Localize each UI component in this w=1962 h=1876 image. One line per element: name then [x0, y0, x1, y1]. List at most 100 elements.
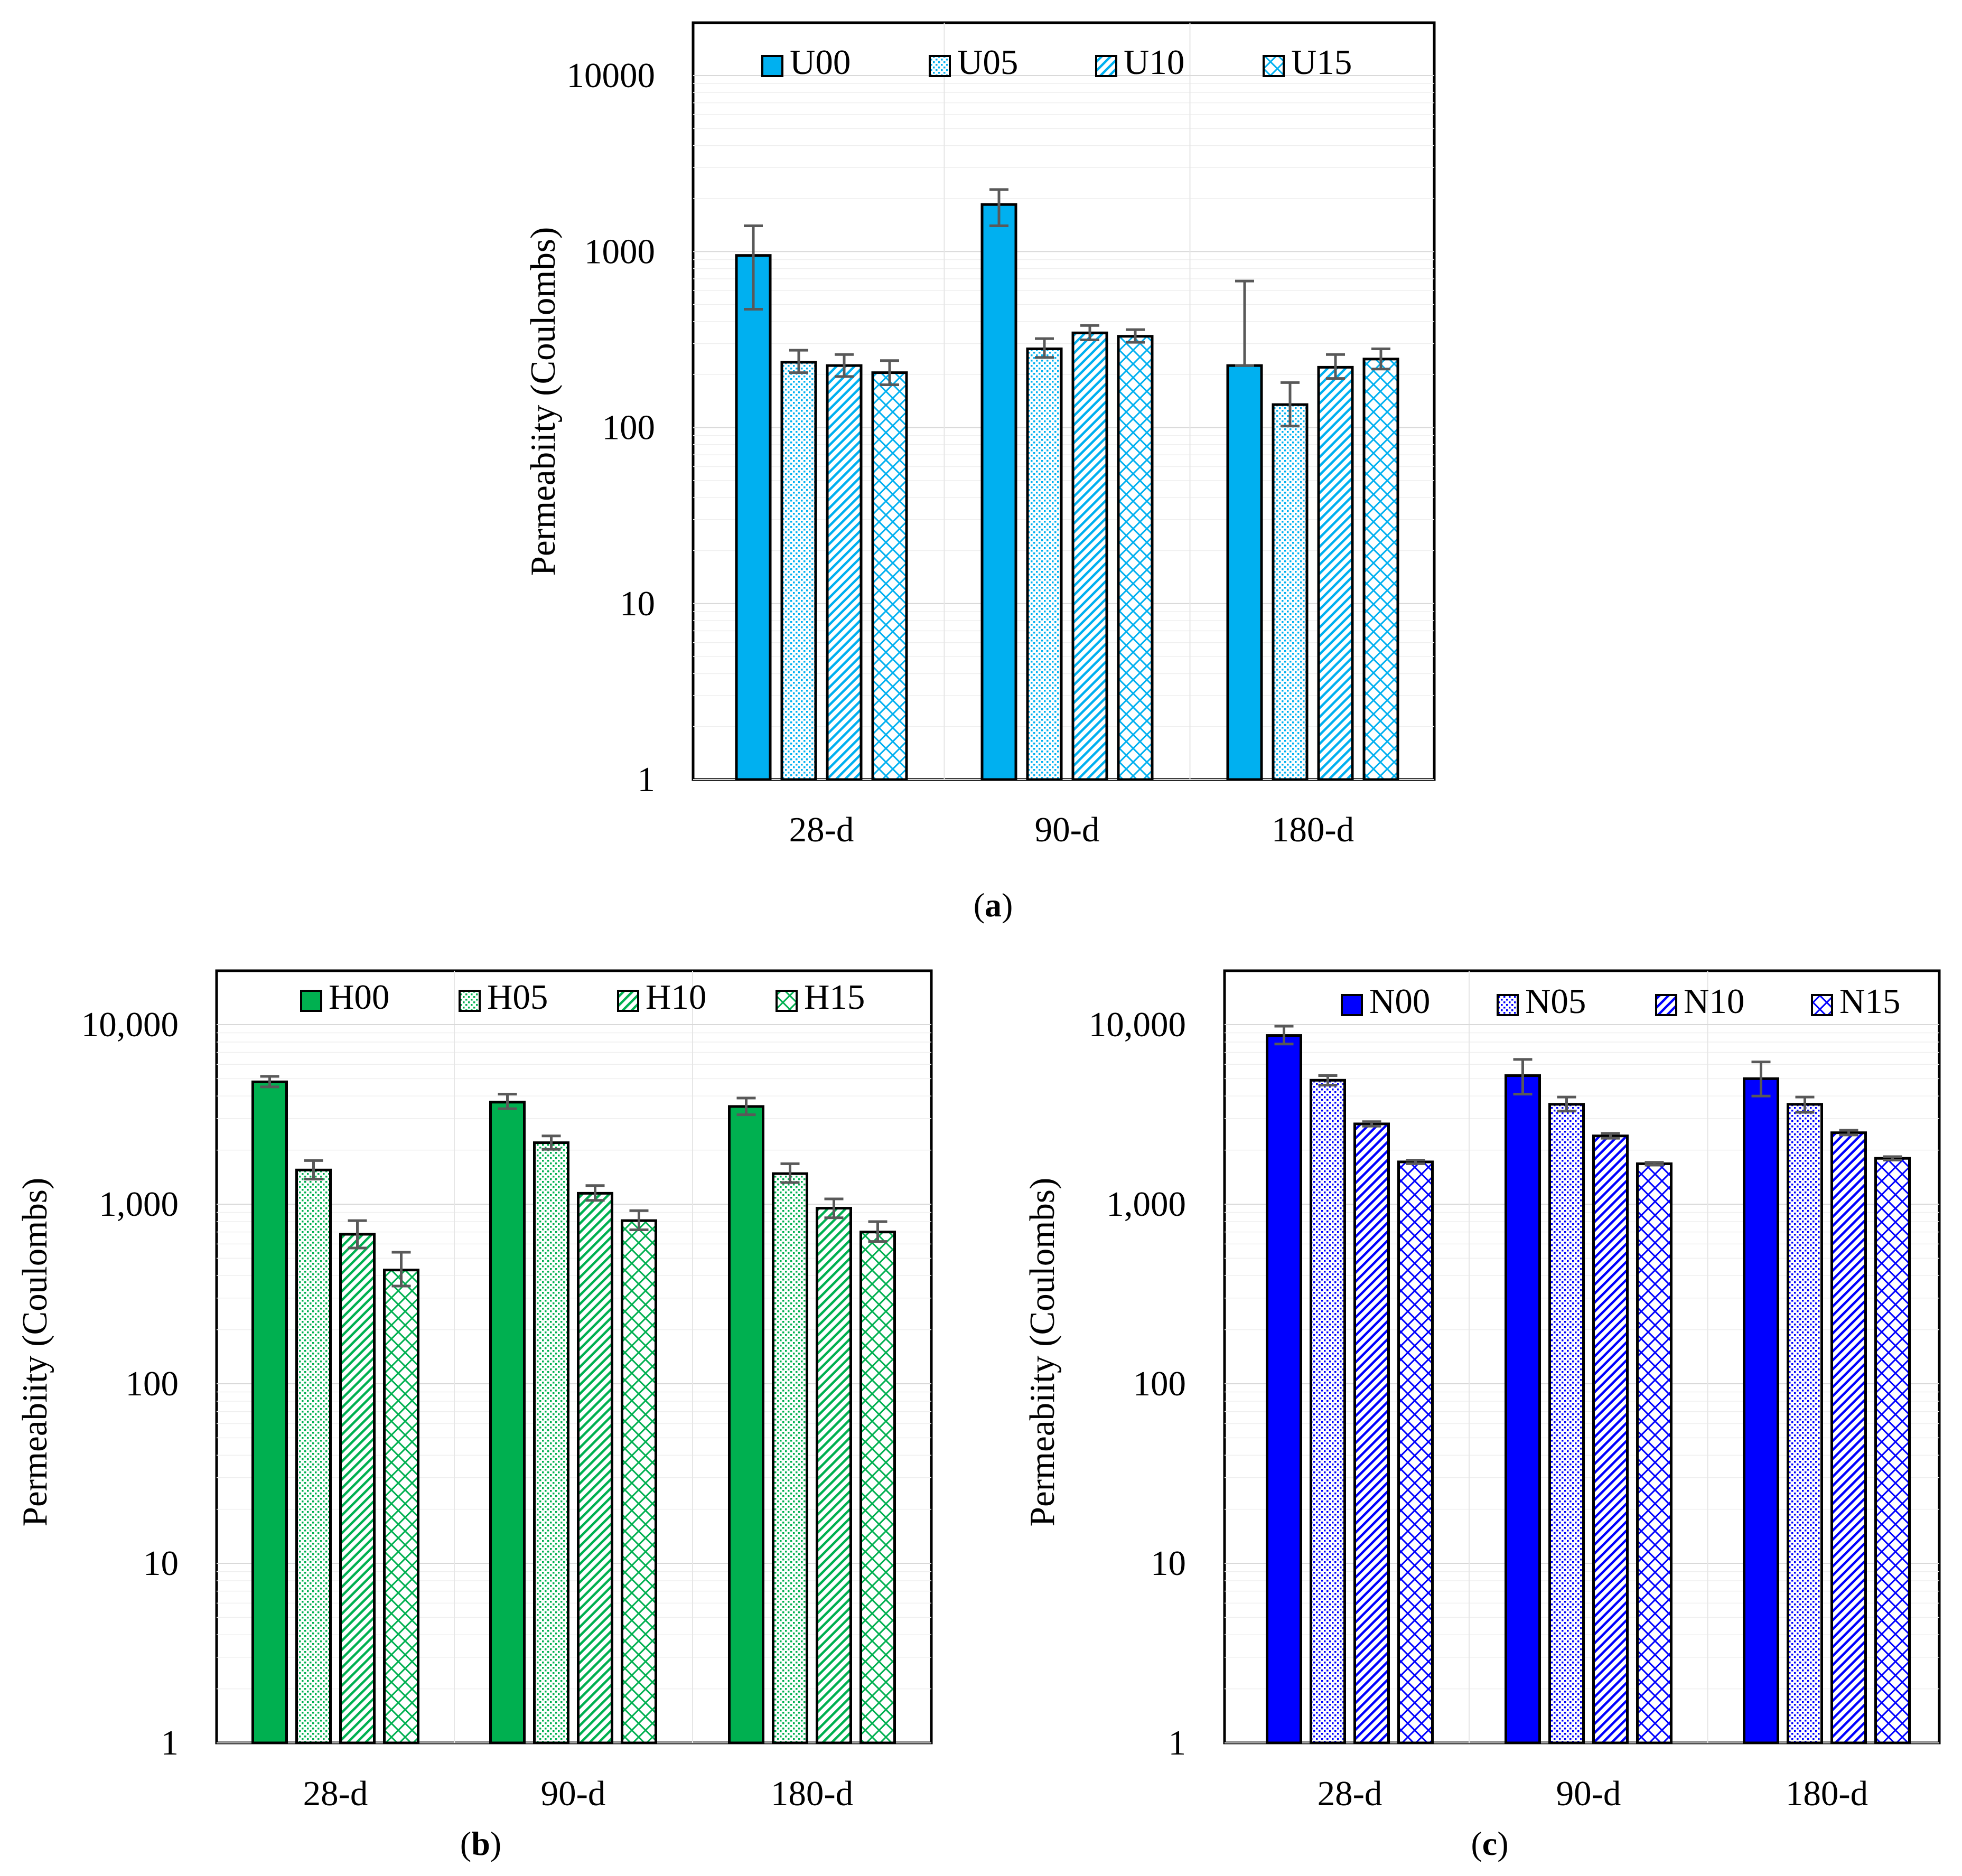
bar-U00-180-d	[1226, 364, 1263, 781]
bar-U15-28-d	[871, 371, 908, 781]
bar-N05-90-d	[1548, 1103, 1585, 1744]
bar-N10-90-d	[1592, 1134, 1629, 1744]
x-tick-label: 180-d	[1786, 1774, 1868, 1813]
error-bar-H00-180-d	[736, 1096, 756, 1117]
bar-N15-90-d	[1636, 1162, 1673, 1744]
error-bar-U05-180-d	[1281, 381, 1300, 428]
error-bar-N10-90-d	[1601, 1132, 1620, 1140]
error-bar-U10-28-d	[835, 353, 854, 378]
bar-U05-90-d	[1026, 347, 1063, 781]
x-tick-label: 28-d	[303, 1774, 368, 1813]
caption-letter: c	[1482, 1825, 1497, 1862]
chart-b-frame	[215, 969, 933, 1744]
legend-swatch	[1811, 994, 1833, 1016]
chart-c-y-axis-label: Permeabiity (Coulombs)	[1023, 1178, 1062, 1527]
chart-a-legend: U00 U05 U10 U15	[761, 43, 1352, 82]
bar-U05-180-d	[1272, 403, 1309, 781]
error-bar-H05-90-d	[541, 1134, 561, 1151]
error-bar-H10-90-d	[585, 1184, 605, 1202]
error-bar-N05-180-d	[1795, 1095, 1815, 1114]
error-bar-U15-180-d	[1371, 347, 1390, 371]
legend-label: H00	[329, 978, 389, 1017]
error-bar-N00-28-d	[1274, 1025, 1294, 1046]
legend-label: H15	[804, 978, 865, 1017]
y-tick-label: 1000	[584, 232, 655, 271]
bar-H15-180-d	[859, 1231, 896, 1744]
error-bar-U15-90-d	[1126, 328, 1145, 344]
y-tick-label: 1,000	[1106, 1185, 1186, 1224]
legend-label: U00	[790, 43, 851, 82]
x-tick-label: 90-d	[1035, 810, 1100, 849]
y-tick-label: 10	[1151, 1544, 1186, 1583]
bar-N15-180-d	[1874, 1157, 1911, 1744]
legend-swatch	[1497, 994, 1519, 1016]
chart-b-x-ticks: 28-d 90-d 180-d	[303, 1774, 854, 1813]
x-tick-label: 28-d	[789, 810, 854, 849]
error-bar-H10-28-d	[348, 1219, 367, 1250]
error-bar-N10-180-d	[1839, 1129, 1858, 1137]
legend-label: H10	[646, 978, 706, 1017]
legend-swatch	[1341, 994, 1363, 1016]
chart-c-caption: (c)	[1471, 1825, 1508, 1862]
error-bar-U05-28-d	[789, 349, 808, 374]
error-bar-N00-90-d	[1513, 1058, 1533, 1096]
y-tick-label: 10,000	[1089, 1005, 1186, 1044]
y-tick-label: 1	[161, 1723, 179, 1762]
bar-N15-28-d	[1397, 1160, 1434, 1744]
x-tick-label: 180-d	[1272, 810, 1354, 849]
error-bar-H15-180-d	[868, 1220, 887, 1243]
chart-a-x-ticks: 28-d 90-d 180-d	[789, 810, 1354, 849]
chart-a-y-axis-label: Permeabiity (Coulombs)	[524, 227, 563, 576]
bar-H00-90-d	[489, 1101, 526, 1744]
error-bar-U00-28-d	[744, 224, 763, 311]
chart-b-y-ticks: 1 10 100 1,000 10,000	[81, 1005, 179, 1762]
error-bar-N15-180-d	[1883, 1155, 1902, 1162]
bar-U05-28-d	[780, 361, 817, 781]
y-tick-label: 100	[126, 1364, 179, 1403]
error-bar-H15-90-d	[629, 1209, 649, 1232]
chart-b-caption: (b)	[460, 1825, 501, 1862]
error-bar-H05-180-d	[780, 1162, 800, 1184]
chart-c-y-ticks: 1 10 100 1,000 10,000	[1089, 1005, 1186, 1762]
chart-b-error-bars	[260, 1075, 887, 1288]
error-bar-U00-90-d	[989, 188, 1008, 228]
legend-swatch	[1655, 994, 1677, 1016]
bar-H00-28-d	[251, 1080, 288, 1744]
error-bar-U05-90-d	[1035, 337, 1054, 359]
bar-N05-28-d	[1310, 1078, 1346, 1744]
y-tick-label: 10,000	[81, 1005, 179, 1044]
y-tick-label: 10000	[567, 56, 656, 95]
y-tick-label: 1	[1169, 1723, 1186, 1762]
legend-swatch	[300, 990, 322, 1012]
legend-label: N10	[1684, 982, 1744, 1021]
chart-b-legend: H00 H05 H10 H15	[300, 978, 865, 1017]
bar-H10-90-d	[577, 1192, 613, 1744]
error-bar-N10-28-d	[1362, 1120, 1381, 1128]
chart-c-bars	[1266, 1034, 1911, 1744]
bar-H10-180-d	[816, 1207, 852, 1744]
legend-label: U05	[957, 43, 1018, 82]
bar-U10-180-d	[1317, 365, 1354, 781]
bar-N10-180-d	[1830, 1131, 1867, 1744]
y-tick-label: 1,000	[99, 1185, 179, 1224]
legend-swatch	[1095, 55, 1117, 77]
legend-label: H05	[487, 978, 548, 1017]
y-tick-label: 10	[143, 1544, 179, 1583]
bar-H05-28-d	[295, 1168, 332, 1744]
chart-b-bars	[251, 1080, 896, 1744]
error-bar-N05-28-d	[1318, 1074, 1338, 1087]
error-bar-H10-180-d	[824, 1197, 844, 1220]
chart-c-legend: N00 N05 N10 N15	[1341, 982, 1900, 1021]
chart-b-y-axis-label: Permeabiity (Coulombs)	[15, 1178, 54, 1527]
x-tick-label: 90-d	[1556, 1774, 1621, 1813]
legend-label: N05	[1525, 982, 1586, 1021]
caption-letter: b	[471, 1825, 490, 1862]
legend-label: N15	[1839, 982, 1900, 1021]
error-bar-N15-90-d	[1645, 1161, 1664, 1167]
bar-H15-28-d	[383, 1269, 419, 1744]
bar-H10-28-d	[339, 1233, 376, 1744]
y-tick-label: 10	[620, 584, 655, 623]
bar-N00-180-d	[1743, 1077, 1779, 1744]
error-bar-N15-28-d	[1406, 1159, 1425, 1165]
